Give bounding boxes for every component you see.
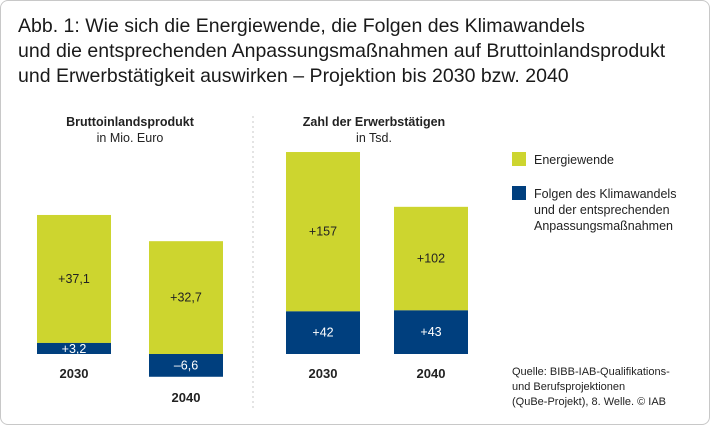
- category-label-2040: 2040: [172, 390, 201, 405]
- figure-title: Abb. 1: Wie sich die Energiewende, die F…: [18, 14, 698, 89]
- label-energiewende-2040: +32,7: [170, 291, 202, 305]
- category-label-2030: 2030: [309, 366, 338, 381]
- bar-klima-2040: [149, 354, 223, 377]
- source-note-line: und Berufsprojektionen: [512, 381, 625, 393]
- label-klima-2040: +43: [420, 325, 441, 339]
- category-label-2040: 2040: [417, 366, 446, 381]
- legend-swatch-energiewende: [512, 152, 526, 166]
- label-energiewende-2030: +157: [309, 225, 337, 239]
- bar-energiewende-2040: [149, 241, 223, 354]
- label-klima-2040: –6,6: [174, 358, 198, 372]
- title-line-2: und die entsprechenden Anpassungsmaßnahm…: [18, 40, 666, 62]
- panel-subtitle: in Tsd.: [356, 131, 392, 145]
- bar-klima-2030: [37, 342, 111, 354]
- bar-klima-2040: [394, 310, 468, 354]
- bar-energiewende-2030: [286, 152, 360, 312]
- label-energiewende-2040: +102: [417, 252, 445, 266]
- label-klima-2030: +42: [312, 326, 333, 340]
- title-line-1: Abb. 1: Wie sich die Energiewende, die F…: [18, 15, 585, 37]
- title-line-3: und Erwerbstätigkeit auswirken – Projekt…: [18, 65, 569, 87]
- label-energiewende-2030: +37,1: [58, 272, 90, 286]
- legend-label-klima: Anpassungsmaßnahmen: [534, 219, 673, 233]
- label-klima-2030: +3,2: [62, 342, 87, 356]
- bar-klima-2030: [286, 311, 360, 354]
- bar-energiewende-2030: [37, 214, 111, 343]
- legend-label-klima: Folgen des Klimawandels: [534, 187, 676, 201]
- panel-subtitle: in Mio. Euro: [97, 131, 164, 145]
- source-note-line: Quelle: BIBB-IAB-Qualifikations-: [512, 366, 670, 378]
- category-label-2030: 2030: [60, 366, 89, 381]
- panel-title: Bruttoinlandsprodukt: [66, 115, 195, 129]
- legend-label-klima: und der entsprechenden: [534, 203, 670, 217]
- source-note-line: (QuBe-Projekt), 8. Welle. © IAB: [512, 396, 666, 408]
- panel-title: Zahl der Erwerbstätigen: [303, 115, 445, 129]
- legend-swatch-klima: [512, 186, 526, 200]
- bar-energiewende-2040: [394, 206, 468, 311]
- legend-label-energiewende: Energiewende: [534, 153, 614, 167]
